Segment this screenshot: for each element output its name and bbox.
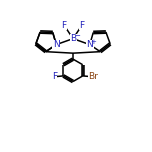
Text: F: F <box>79 21 85 30</box>
Text: Br: Br <box>88 72 98 81</box>
Text: N: N <box>86 40 93 49</box>
Text: F: F <box>52 72 57 81</box>
Text: F: F <box>62 21 67 30</box>
Text: B: B <box>70 34 76 43</box>
Text: N: N <box>53 40 60 49</box>
Text: −: − <box>74 33 80 39</box>
Text: +: + <box>91 39 97 45</box>
